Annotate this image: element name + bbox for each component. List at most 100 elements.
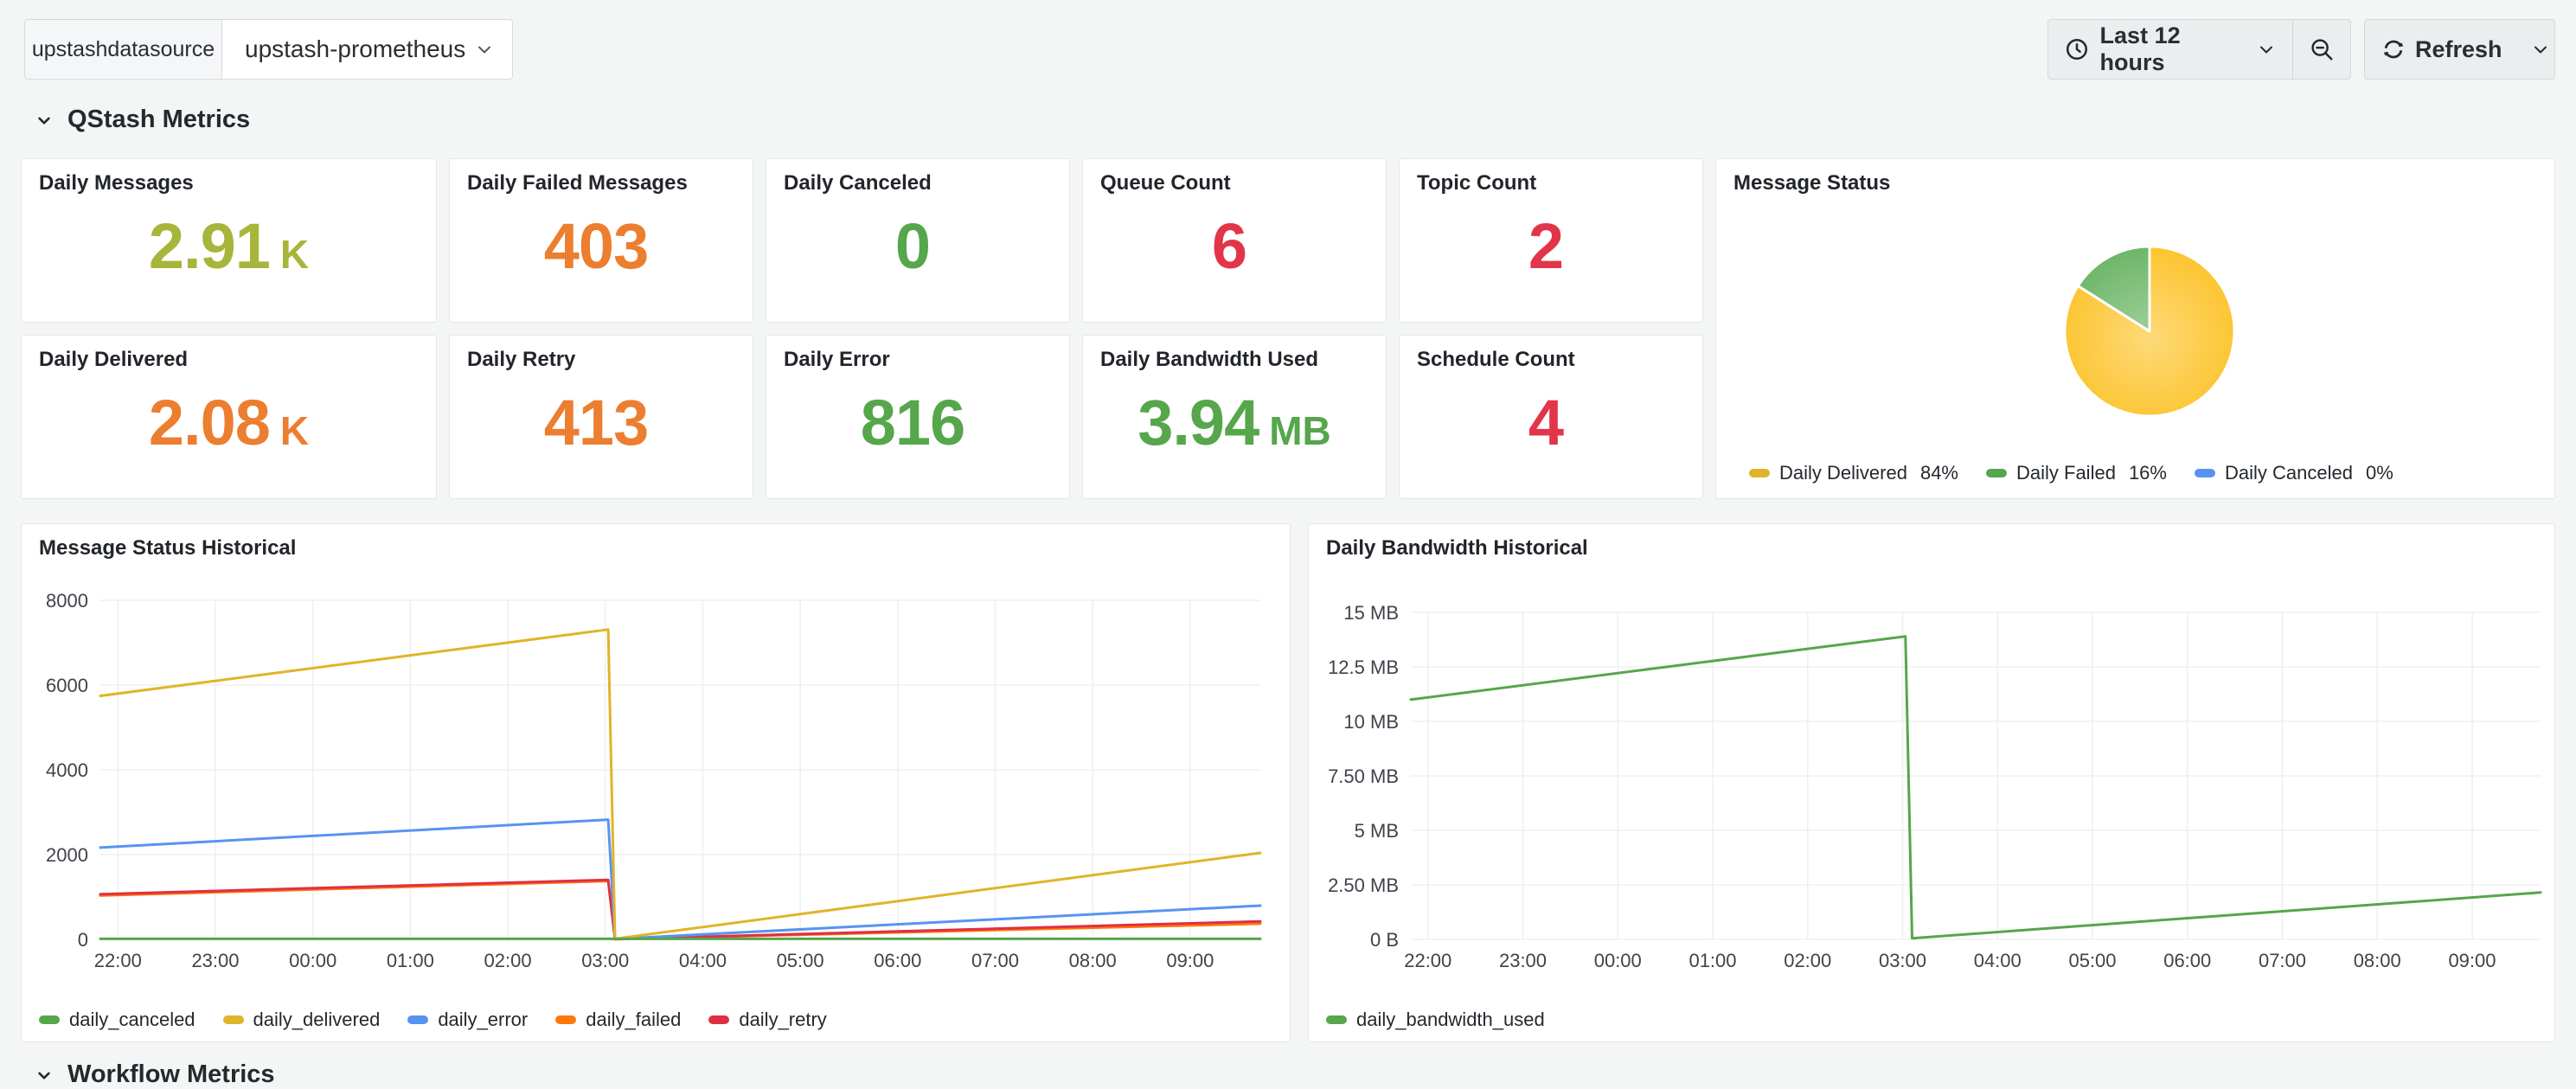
x-axis-tick-label: 09:00 [1166, 950, 1214, 971]
legend-item-daily_canceled[interactable]: daily_canceled [39, 1009, 195, 1031]
stat-value: 403 [450, 209, 753, 283]
stat-number: 4 [1528, 387, 1564, 458]
stat-number: 403 [543, 210, 649, 282]
datasource-variable-label: upstashdatasource [24, 19, 222, 80]
x-axis-tick-label: 04:00 [1974, 950, 2022, 971]
y-axis-tick-label: 10 MB [1343, 711, 1399, 733]
chevron-down-icon [478, 46, 490, 54]
chevron-down-icon [38, 117, 50, 125]
stat-number: 413 [543, 387, 649, 458]
pie-panel-message-status: Message Status Daily Delivered 84% Daily… [1715, 158, 2555, 499]
stat-panel-daily-retry: Daily Retry 413 [449, 335, 753, 499]
panel-title[interactable]: Message Status [1733, 171, 1891, 195]
panel-title[interactable]: Daily Bandwidth Historical [1326, 536, 1588, 560]
line-chart[interactable]: 22:00 23:00 00:00 01:00 02:00 03:00 04:00 05:00… [22, 559, 1290, 987]
stat-value: 2 [1400, 209, 1702, 283]
x-axis-tick-label: 07:00 [2259, 950, 2306, 971]
section-qstash-metrics[interactable]: QStash Metrics [33, 106, 250, 134]
stat-value: 2.08 K [22, 386, 436, 459]
refresh-button[interactable]: Refresh [2365, 20, 2518, 79]
x-axis-tick-label: 03:00 [1879, 950, 1926, 971]
refresh-interval-dropdown[interactable] [2518, 20, 2563, 79]
x-axis-tick-label: 05:00 [2068, 950, 2116, 971]
x-axis-tick-label: 00:00 [1594, 950, 1642, 971]
pie-legend: Daily Delivered 84% Daily Failed 16% Dai… [1749, 462, 2393, 484]
y-axis-tick-label: 15 MB [1343, 602, 1399, 624]
legend-swatch [708, 1015, 730, 1024]
legend-percent: 84% [1919, 462, 1958, 484]
legend-swatch [39, 1015, 60, 1024]
panel-title[interactable]: Message Status Historical [39, 536, 297, 560]
zoom-out-time-button[interactable] [2293, 20, 2350, 79]
stat-value: 816 [766, 386, 1069, 459]
time-controls: Last 12 hours [2047, 19, 2351, 80]
stat-number: 2 [1528, 210, 1564, 282]
x-axis-tick-label: 23:00 [1499, 950, 1547, 971]
refresh-label: Refresh [2415, 35, 2502, 62]
legend-swatch [222, 1015, 244, 1024]
panel-title[interactable]: Queue Count [1100, 171, 1231, 195]
y-axis-tick-label: 0 [78, 929, 88, 951]
y-axis-tick-label: 6000 [46, 675, 88, 696]
x-axis-tick-label: 01:00 [387, 950, 434, 971]
x-axis-tick-label: 06:00 [874, 950, 921, 971]
stat-unit: MB [1269, 408, 1331, 453]
legend-label: Daily Canceled [2224, 462, 2353, 484]
panel-title[interactable]: Daily Canceled [784, 171, 932, 195]
legend-item[interactable]: Daily Failed 16% [1986, 462, 2167, 484]
stat-panel-daily-delivered: Daily Delivered 2.08 K [21, 335, 437, 499]
panel-title[interactable]: Daily Messages [39, 171, 194, 195]
legend-swatch [1986, 469, 2007, 477]
x-axis-tick-label: 05:00 [777, 950, 824, 971]
legend-item-daily_error[interactable]: daily_error [407, 1009, 528, 1031]
panel-title[interactable]: Topic Count [1417, 171, 1537, 195]
panel-title[interactable]: Daily Delivered [39, 348, 189, 371]
chart-legend: daily_canceled daily_delivered daily_error… [39, 1009, 827, 1031]
stat-panel-daily-messages: Daily Messages 2.91 K [21, 158, 437, 323]
section-title: Workflow Metrics [67, 1060, 275, 1088]
x-axis-tick-label: 08:00 [1069, 950, 1117, 971]
x-axis-tick-label: 00:00 [289, 950, 336, 971]
y-axis-tick-label: 12.5 MB [1328, 657, 1399, 678]
legend-label: daily_bandwidth_used [1356, 1009, 1545, 1030]
stat-panel-queue-count: Queue Count 6 [1082, 158, 1387, 323]
stat-value: 6 [1083, 209, 1386, 283]
section-workflow-metrics[interactable]: Workflow Metrics [33, 1060, 275, 1089]
panel-title[interactable]: Daily Bandwidth Used [1100, 348, 1319, 371]
series-daily_delivered [99, 628, 1262, 940]
refresh-controls: Refresh [2364, 19, 2555, 80]
legend-item-daily_bandwidth_used[interactable]: daily_bandwidth_used [1326, 1009, 1545, 1031]
panel-title[interactable]: Daily Error [784, 348, 890, 371]
legend-item-daily_retry[interactable]: daily_retry [708, 1009, 827, 1031]
stat-number: 816 [860, 387, 965, 458]
x-axis-tick-label: 06:00 [2163, 950, 2211, 971]
line-chart[interactable]: 22:00 23:00 00:00 01:00 02:00 03:00 04:00 05:00… [1309, 559, 2554, 987]
legend-label: daily_error [438, 1009, 529, 1030]
panel-title[interactable]: Daily Retry [467, 348, 576, 371]
time-range-picker[interactable]: Last 12 hours [2048, 20, 2292, 79]
panel-title[interactable]: Daily Failed Messages [467, 171, 688, 195]
legend-item[interactable]: Daily Canceled 0% [2194, 462, 2393, 484]
clock-icon [2066, 38, 2088, 61]
stat-panel-topic-count: Topic Count 2 [1399, 158, 1703, 323]
panel-title[interactable]: Schedule Count [1417, 348, 1575, 371]
stat-number: 2.91 [148, 210, 271, 282]
y-axis-tick-label: 8000 [46, 590, 88, 612]
pie-chart[interactable] [2059, 240, 2240, 422]
x-axis-tick-label: 22:00 [1404, 950, 1451, 971]
datasource-select[interactable]: upstash-prometheus [221, 19, 513, 80]
legend-item[interactable]: Daily Delivered 84% [1749, 462, 1958, 484]
legend-label: Daily Failed [2016, 462, 2116, 484]
chevron-down-icon [2260, 46, 2272, 54]
datasource-value-text: upstash-prometheus [245, 35, 466, 62]
series-daily_bandwidth_used [1409, 635, 2542, 940]
stat-number: 6 [1211, 210, 1247, 282]
stat-panel-schedule-count: Schedule Count 4 [1399, 335, 1703, 499]
section-title: QStash Metrics [67, 106, 251, 133]
stat-number: 0 [894, 210, 931, 282]
legend-label: daily_canceled [69, 1009, 195, 1030]
legend-item-daily_failed[interactable]: daily_failed [555, 1009, 681, 1031]
legend-item-daily_delivered[interactable]: daily_delivered [222, 1009, 380, 1031]
stat-panel-daily-failed-messages: Daily Failed Messages 403 [449, 158, 753, 323]
stat-number: 2.08 [148, 387, 271, 458]
